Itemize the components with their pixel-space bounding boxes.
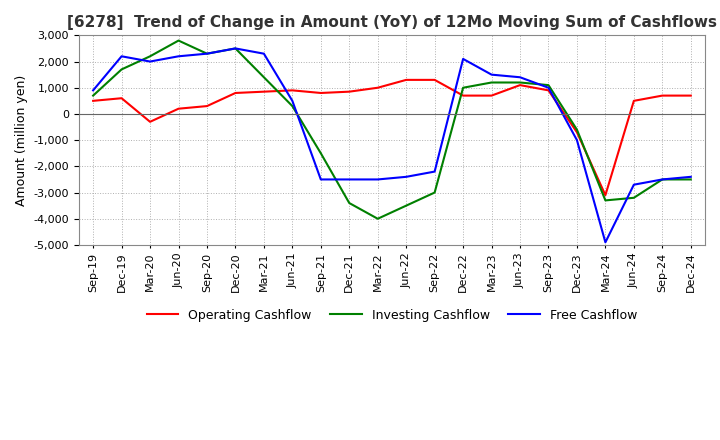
Operating Cashflow (89, 98, 97, 103)
Investing Cashflow (601, 198, 610, 203)
Investing Cashflow (374, 216, 382, 221)
Operating Cashflow (174, 106, 183, 111)
Operating Cashflow (117, 95, 126, 101)
Investing Cashflow (288, 103, 297, 109)
Investing Cashflow (174, 38, 183, 43)
Investing Cashflow (317, 150, 325, 156)
Line: Free Cashflow: Free Cashflow (93, 48, 690, 242)
Investing Cashflow (117, 67, 126, 72)
Operating Cashflow (260, 89, 269, 94)
Investing Cashflow (260, 75, 269, 80)
Operating Cashflow (572, 130, 581, 135)
Investing Cashflow (202, 51, 211, 56)
Free Cashflow (544, 85, 553, 90)
Free Cashflow (459, 56, 467, 62)
Y-axis label: Amount (million yen): Amount (million yen) (15, 74, 28, 206)
Free Cashflow (402, 174, 410, 180)
Free Cashflow (345, 177, 354, 182)
Free Cashflow (601, 240, 610, 245)
Free Cashflow (658, 177, 667, 182)
Operating Cashflow (487, 93, 496, 98)
Investing Cashflow (487, 80, 496, 85)
Free Cashflow (516, 75, 524, 80)
Operating Cashflow (629, 98, 638, 103)
Free Cashflow (374, 177, 382, 182)
Free Cashflow (117, 54, 126, 59)
Free Cashflow (572, 138, 581, 143)
Free Cashflow (202, 51, 211, 56)
Free Cashflow (89, 88, 97, 93)
Operating Cashflow (686, 93, 695, 98)
Investing Cashflow (89, 93, 97, 98)
Free Cashflow (174, 54, 183, 59)
Free Cashflow (686, 174, 695, 180)
Operating Cashflow (601, 193, 610, 198)
Investing Cashflow (459, 85, 467, 90)
Free Cashflow (487, 72, 496, 77)
Operating Cashflow (658, 93, 667, 98)
Operating Cashflow (374, 85, 382, 90)
Operating Cashflow (431, 77, 439, 83)
Investing Cashflow (231, 46, 240, 51)
Free Cashflow (317, 177, 325, 182)
Operating Cashflow (345, 89, 354, 94)
Line: Operating Cashflow: Operating Cashflow (93, 80, 690, 195)
Free Cashflow (260, 51, 269, 56)
Investing Cashflow (629, 195, 638, 201)
Free Cashflow (145, 59, 154, 64)
Investing Cashflow (658, 177, 667, 182)
Investing Cashflow (572, 127, 581, 132)
Operating Cashflow (145, 119, 154, 125)
Free Cashflow (231, 46, 240, 51)
Free Cashflow (629, 182, 638, 187)
Title: [6278]  Trend of Change in Amount (YoY) of 12Mo Moving Sum of Cashflows: [6278] Trend of Change in Amount (YoY) o… (67, 15, 717, 30)
Investing Cashflow (516, 80, 524, 85)
Free Cashflow (288, 98, 297, 103)
Line: Investing Cashflow: Investing Cashflow (93, 40, 690, 219)
Operating Cashflow (202, 103, 211, 109)
Operating Cashflow (516, 82, 524, 88)
Investing Cashflow (345, 200, 354, 205)
Operating Cashflow (402, 77, 410, 83)
Operating Cashflow (288, 88, 297, 93)
Investing Cashflow (686, 177, 695, 182)
Operating Cashflow (231, 90, 240, 95)
Investing Cashflow (544, 82, 553, 88)
Operating Cashflow (317, 90, 325, 95)
Operating Cashflow (544, 88, 553, 93)
Investing Cashflow (431, 190, 439, 195)
Investing Cashflow (145, 54, 154, 59)
Legend: Operating Cashflow, Investing Cashflow, Free Cashflow: Operating Cashflow, Investing Cashflow, … (142, 304, 642, 327)
Investing Cashflow (402, 203, 410, 208)
Operating Cashflow (459, 93, 467, 98)
Free Cashflow (431, 169, 439, 174)
